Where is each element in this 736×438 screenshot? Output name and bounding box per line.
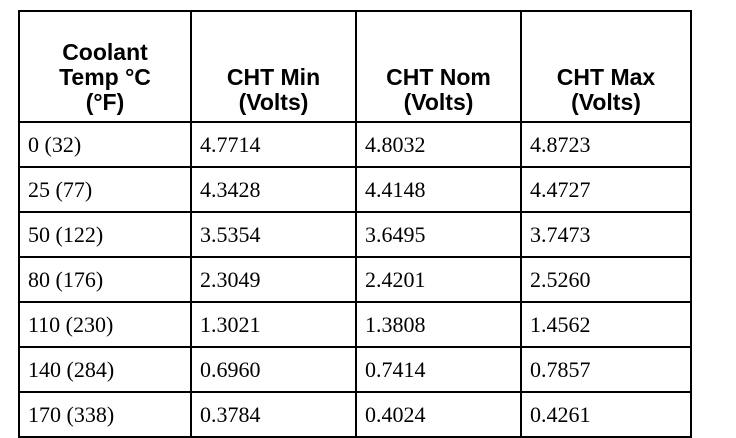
header-cell: CHT Max (Volts): [520, 10, 692, 123]
table-cell: 0.4024: [355, 391, 522, 438]
table-cell: 0.4261: [520, 391, 692, 438]
table-row: 25 (77) 4.3428 4.4148 4.4727: [18, 166, 692, 213]
table-cell: 110 (230): [18, 301, 192, 348]
table-row: 110 (230) 1.3021 1.3808 1.4562: [18, 301, 692, 348]
table-cell: 2.3049: [190, 256, 357, 303]
table-cell: 2.5260: [520, 256, 692, 303]
table-header: Coolant Temp °C (°F) CHT Min (Volts) CHT N…: [18, 10, 692, 123]
table-row: 140 (284) 0.6960 0.7414 0.7857: [18, 346, 692, 393]
table-cell: 0.7414: [355, 346, 522, 393]
table-row: 50 (122) 3.5354 3.6495 3.7473: [18, 211, 692, 258]
header-cell: CHT Nom (Volts): [355, 10, 522, 123]
table-cell: 4.8032: [355, 121, 522, 168]
table-cell: 3.6495: [355, 211, 522, 258]
table-cell: 3.7473: [520, 211, 692, 258]
table-row: 170 (338) 0.3784 0.4024 0.4261: [18, 391, 692, 438]
table-cell: 0 (32): [18, 121, 192, 168]
table-body: 0 (32) 4.7714 4.8032 4.8723 25 (77) 4.3428 4.4…: [18, 121, 692, 438]
table-cell: 1.4562: [520, 301, 692, 348]
table-cell: 3.5354: [190, 211, 357, 258]
header-row: Coolant Temp °C (°F) CHT Min (Volts) CHT N…: [18, 10, 692, 123]
table-cell: 4.4148: [355, 166, 522, 213]
table-cell: 0.6960: [190, 346, 357, 393]
table-cell: 50 (122): [18, 211, 192, 258]
table-cell: 4.8723: [520, 121, 692, 168]
table-cell: 1.3808: [355, 301, 522, 348]
table-cell: 170 (338): [18, 391, 192, 438]
table-cell: 25 (77): [18, 166, 192, 213]
data-table: Coolant Temp °C (°F) CHT Min (Volts) CHT N…: [18, 10, 692, 438]
table-cell: 1.3021: [190, 301, 357, 348]
header-cell: CHT Min (Volts): [190, 10, 357, 123]
header-cell: Coolant Temp °C (°F): [18, 10, 192, 123]
table-row: 80 (176) 2.3049 2.4201 2.5260: [18, 256, 692, 303]
table-cell: 80 (176): [18, 256, 192, 303]
table-cell: 0.7857: [520, 346, 692, 393]
table-cell: 4.4727: [520, 166, 692, 213]
table-row: 0 (32) 4.7714 4.8032 4.8723: [18, 121, 692, 168]
table-cell: 4.7714: [190, 121, 357, 168]
table-cell: 0.3784: [190, 391, 357, 438]
table-cell: 4.3428: [190, 166, 357, 213]
table-cell: 2.4201: [355, 256, 522, 303]
table-cell: 140 (284): [18, 346, 192, 393]
